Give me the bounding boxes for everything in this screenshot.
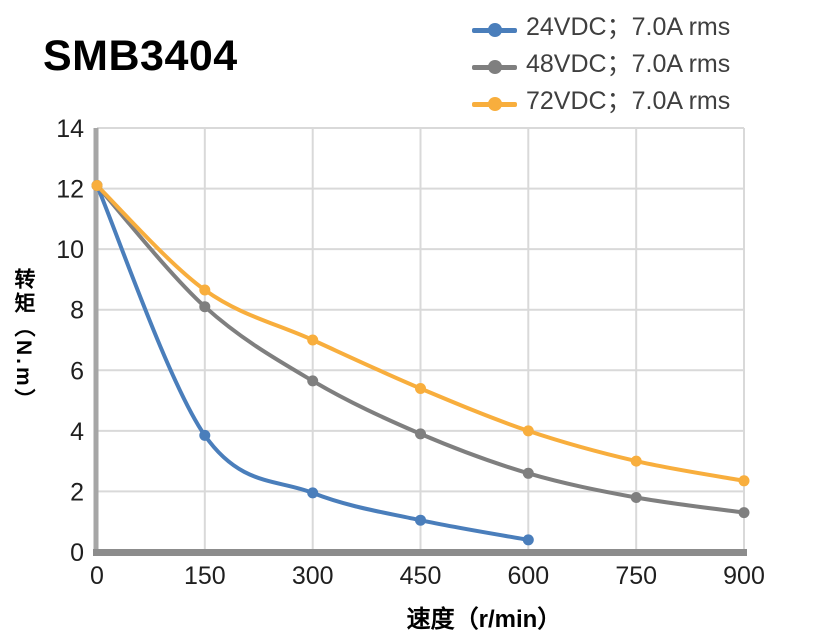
y-tick-label: 10 [56,236,84,264]
x-tick-label: 900 [723,562,765,590]
x-tick-label: 750 [615,562,657,590]
data-point-marker-1 [522,467,534,479]
x-tick-label: 150 [184,562,226,590]
legend-label: 24VDC；7.0A rms [526,12,731,41]
x-axis-label: 速度（r/min） [406,606,562,633]
legend-line-dot-icon [472,96,517,111]
data-point-marker-1 [630,492,642,503]
y-tick-label: 0 [70,539,84,567]
y-tick-label: 14 [56,115,84,143]
legend-item: 72VDC；7.0A rms [472,82,730,119]
legend-item: 48VDC；7.0A rms [472,45,730,82]
legend-dot-icon [488,22,502,37]
y-axis-label: 转矩（N.m） [12,267,35,413]
data-point-marker-1 [415,428,426,440]
y-tick-label: 6 [70,357,84,385]
data-point-marker-0 [199,429,211,441]
legend-item: 24VDC；7.0A rms [472,8,730,45]
data-point-marker-1 [738,507,750,519]
data-point-marker-1 [199,301,211,313]
legend-line-dot-icon [472,59,517,74]
y-tick-label: 12 [56,176,84,204]
data-point-marker-0 [522,534,534,546]
legend-dot-icon [488,96,502,111]
series-line-0 [95,183,531,542]
legend-label: 48VDC；7.0A rms [526,49,731,78]
data-point-marker-0 [415,514,426,526]
data-point-marker-2 [307,334,319,346]
x-tick-label: 300 [292,562,334,590]
y-tick-label: 4 [70,418,84,446]
chart-title: SMB3404 [43,32,238,80]
x-tick-label: 0 [90,562,104,590]
y-tick-label: 8 [70,297,84,325]
legend-label: 72VDC；7.0A rms [526,86,731,115]
legend: 24VDC；7.0A rms 48VDC；7.0A rms 72VDC；7.0A r… [472,8,730,119]
legend-dot-icon [488,59,502,74]
data-point-marker-2 [91,180,103,191]
y-tick-label: 2 [70,478,84,506]
data-point-marker-1 [307,375,319,387]
x-tick-label: 450 [400,562,442,590]
data-point-marker-0 [307,487,319,499]
data-point-marker-2 [415,383,426,394]
data-point-marker-2 [738,475,750,487]
data-point-marker-2 [522,425,534,437]
x-tick-label: 600 [507,562,549,590]
data-point-marker-2 [199,284,211,296]
legend-line-dot-icon [472,22,517,37]
data-point-marker-2 [630,455,642,467]
